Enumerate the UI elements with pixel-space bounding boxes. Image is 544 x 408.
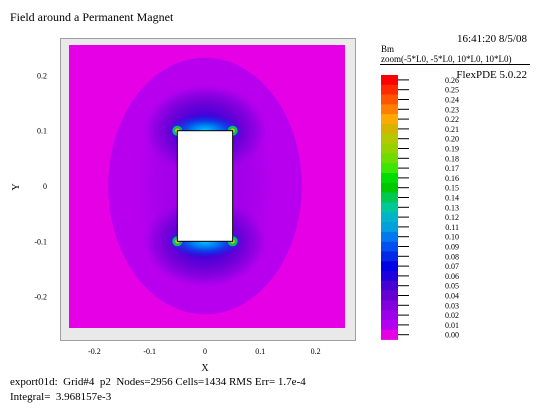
colorbar-swatch <box>381 202 398 213</box>
colorbar-level-label: 0.13 <box>445 203 459 212</box>
colorbar-swatch <box>381 300 398 311</box>
colorbar-swatch <box>381 261 398 272</box>
colorbar-level-label: 0.02 <box>445 311 459 320</box>
colorbar-swatch <box>381 280 398 291</box>
software-version: FlexPDE 5.0.22 <box>456 69 527 81</box>
magnet-body <box>176 130 234 242</box>
colorbar-swatch <box>381 143 398 154</box>
x-tick-label: 0 <box>203 347 207 356</box>
colorbar-swatch <box>381 84 398 95</box>
colorbar-level-label: 0.20 <box>445 135 459 144</box>
timestamp-block: 16:41:20 8/5/08 FlexPDE 5.0.22 <box>456 9 527 93</box>
colorbar-level-label: 0.03 <box>445 301 459 310</box>
colorbar-swatch <box>381 290 398 301</box>
colorbar-swatch <box>381 182 398 193</box>
colorbar-swatch <box>381 104 398 115</box>
colorbar-level-label: 0.08 <box>445 252 459 261</box>
footer-grid-info: export01d: Grid#4 p2 Nodes=2956 Cells=14… <box>10 376 306 388</box>
y-tick-label: 0 <box>43 182 47 191</box>
colorbar-level-label: 0.24 <box>445 96 459 105</box>
y-tick-label: -0.2 <box>34 293 47 302</box>
x-tick-label: -0.1 <box>143 347 156 356</box>
colorbar-swatch <box>381 231 398 242</box>
colorbar-swatch <box>381 114 398 125</box>
colorbar-level-label: 0.23 <box>445 105 459 114</box>
colorbar-level-label: 0.22 <box>445 115 459 124</box>
x-tick-label: 0.2 <box>311 347 321 356</box>
x-axis-label: X <box>201 363 209 374</box>
colorbar-level-label: 0.10 <box>445 233 459 242</box>
colorbar-level-label: 0.16 <box>445 174 459 183</box>
colorbar-swatch <box>381 163 398 174</box>
colorbar-level-label: 0.25 <box>445 86 459 95</box>
y-tick-label: -0.1 <box>34 237 47 246</box>
colorbar-zoom-label: zoom(-5*L0, -5*L0, 10*L0, 10*L0) <box>381 54 512 64</box>
colorbar-level-label: 0.15 <box>445 184 459 193</box>
y-tick-label: 0.2 <box>37 71 47 80</box>
colorbar-level-label: 0.26 <box>445 76 459 85</box>
colorbar-swatch <box>381 271 398 282</box>
colorbar-level-label: 0.12 <box>445 213 459 222</box>
colorbar-level-label: 0.17 <box>445 164 459 173</box>
colorbar-level-label: 0.09 <box>445 243 459 252</box>
magnet <box>176 130 234 242</box>
footer-integral: Integral= 3.968157e-3 <box>10 391 112 403</box>
colorbar-level-label: 0.06 <box>445 272 459 281</box>
colorbar-level-label: 0.19 <box>445 145 459 154</box>
colorbar-swatch <box>381 133 398 144</box>
colorbar-level-label: 0.01 <box>445 321 459 330</box>
colorbar-level-label: 0.07 <box>445 262 459 271</box>
colorbar-swatch <box>381 124 398 135</box>
colorbar-swatch <box>381 153 398 164</box>
colorbar-swatch <box>381 192 398 203</box>
y-axis-label: Y <box>11 183 22 190</box>
colorbar-level-label: 0.05 <box>445 282 459 291</box>
colorbar-swatch <box>381 241 398 252</box>
colorbar-level-label: 0.11 <box>445 223 459 232</box>
colorbar-swatch <box>381 329 398 340</box>
colorbar-swatch <box>381 251 398 262</box>
colorbar-header-divider <box>380 64 530 65</box>
plot-axes: -0.2 -0.1 0 0.1 0.2 0.2 0.1 0 -0.1 -0.2 X Y <box>11 71 321 374</box>
plot-title: Field around a Permanent Magnet <box>10 10 174 24</box>
y-tick-label: 0.1 <box>37 127 47 136</box>
colorbar-swatch <box>381 310 398 321</box>
colorbar-level-label: 0.14 <box>445 194 459 203</box>
colorbar-level-label: 0.18 <box>445 154 459 163</box>
colorbar-swatch <box>381 222 398 233</box>
x-tick-label: -0.2 <box>88 347 101 356</box>
colorbar-swatch <box>381 173 398 184</box>
colorbar: 0.260.250.240.230.220.210.200.190.180.17… <box>381 75 459 340</box>
colorbar-variable-label: Bm <box>381 44 395 54</box>
x-tick-label: 0.1 <box>255 347 265 356</box>
plot-frame-border <box>60 38 356 341</box>
timestamp: 16:41:20 8/5/08 <box>457 33 527 45</box>
colorbar-level-label: 0.04 <box>445 292 459 301</box>
colorbar-swatch <box>381 75 398 86</box>
colorbar-level-label: 0.21 <box>445 125 459 134</box>
colorbar-swatch <box>381 94 398 105</box>
colorbar-swatch <box>381 212 398 223</box>
colorbar-swatch <box>381 320 398 331</box>
colorbar-level-label: 0.00 <box>445 331 459 340</box>
